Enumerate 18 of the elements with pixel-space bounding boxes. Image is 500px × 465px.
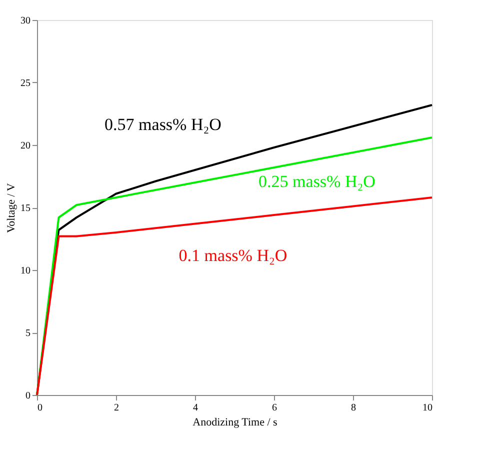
y-axis-title: Voltage / V — [6, 183, 18, 233]
y-tick-label: 0 — [26, 390, 30, 402]
y-tick-label: 10 — [20, 266, 30, 276]
series-label: 0.1 mass% H₂O — [178, 246, 288, 265]
x-tick-label: 0 — [38, 402, 42, 414]
x-tick-label: 2 — [114, 402, 119, 414]
x-tick-label: 10 — [422, 402, 432, 414]
y-tick-label: 20 — [20, 140, 30, 152]
series-label: 0.57 mass% H₂O — [104, 115, 222, 134]
x-axis-title: Anodizing Time / s — [192, 416, 278, 428]
y-tick-label: 15 — [20, 203, 30, 214]
series-label: 0.25 mass% H₂O — [258, 172, 376, 191]
y-tick-label: 25 — [20, 78, 30, 89]
y-tick-label: 5 — [26, 328, 30, 339]
y-tick-label: 30 — [20, 16, 30, 26]
x-tick-label: 4 — [193, 402, 198, 414]
x-tick-label: 8 — [351, 402, 356, 414]
x-tick-label: 6 — [272, 402, 277, 414]
